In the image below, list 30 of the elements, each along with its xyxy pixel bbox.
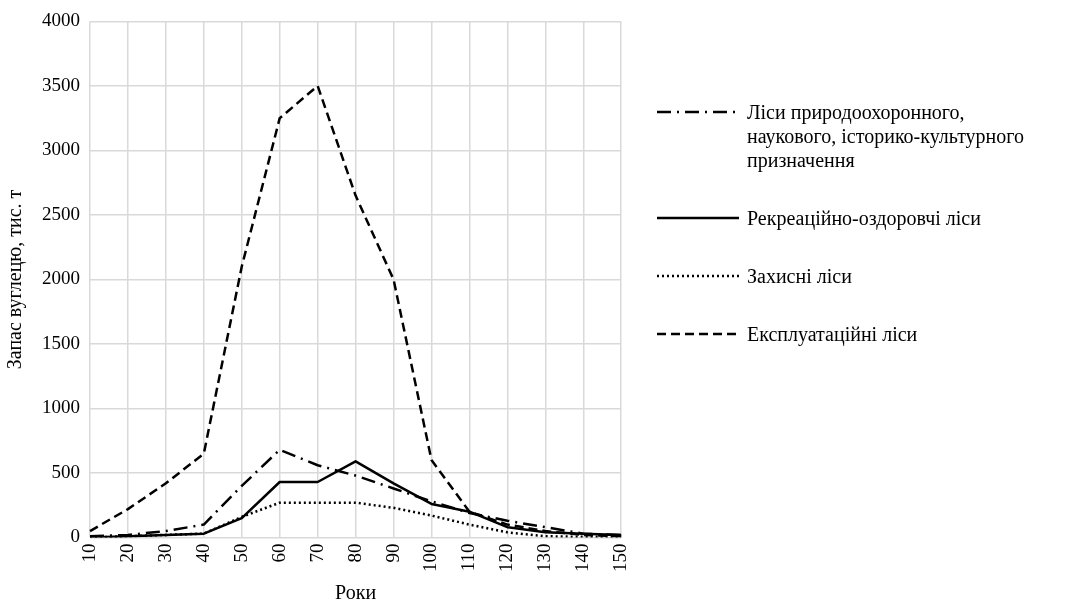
- legend-label: Ліси природоохоронного, наукового, історико-культурного призначення: [747, 100, 1026, 172]
- y-tick-label: 2000: [42, 267, 80, 289]
- x-tick-label: 140: [571, 543, 593, 572]
- x-tick-label: 150: [609, 543, 631, 572]
- y-tick-label: 500: [51, 460, 80, 482]
- x-tick-label: 10: [77, 543, 99, 563]
- x-tick-label: 120: [495, 543, 517, 572]
- x-tick-label: 130: [533, 543, 555, 572]
- x-axis-title: Роки: [335, 581, 377, 604]
- y-tick-label: 1000: [42, 396, 80, 418]
- x-tick-label: 100: [419, 543, 441, 572]
- y-axis-title: Запас вуглецю, тис. т: [3, 189, 27, 370]
- x-tick-label: 20: [115, 543, 137, 563]
- legend-label: Експлуатаційні ліси: [747, 322, 919, 346]
- y-tick-label: 3500: [42, 73, 80, 95]
- x-tick-label: 70: [305, 543, 327, 563]
- x-tick-label: 30: [153, 543, 175, 563]
- x-tick-label: 60: [267, 543, 289, 563]
- y-tick-label: 0: [70, 525, 80, 547]
- y-tick-label: 1500: [42, 331, 80, 353]
- x-tick-label: 50: [229, 543, 251, 563]
- x-tick-label: 90: [381, 543, 403, 563]
- x-tick-label: 110: [457, 543, 479, 572]
- y-tick-label: 2500: [42, 202, 80, 224]
- x-tick-label: 80: [343, 543, 365, 563]
- legend-label: Захисні ліси: [747, 264, 853, 288]
- x-tick-label: 40: [191, 543, 213, 563]
- legend-label: Рекреаційно-оздоровчі ліси: [747, 206, 982, 230]
- y-tick-label: 3000: [42, 138, 80, 160]
- y-tick-label: 4000: [42, 9, 80, 31]
